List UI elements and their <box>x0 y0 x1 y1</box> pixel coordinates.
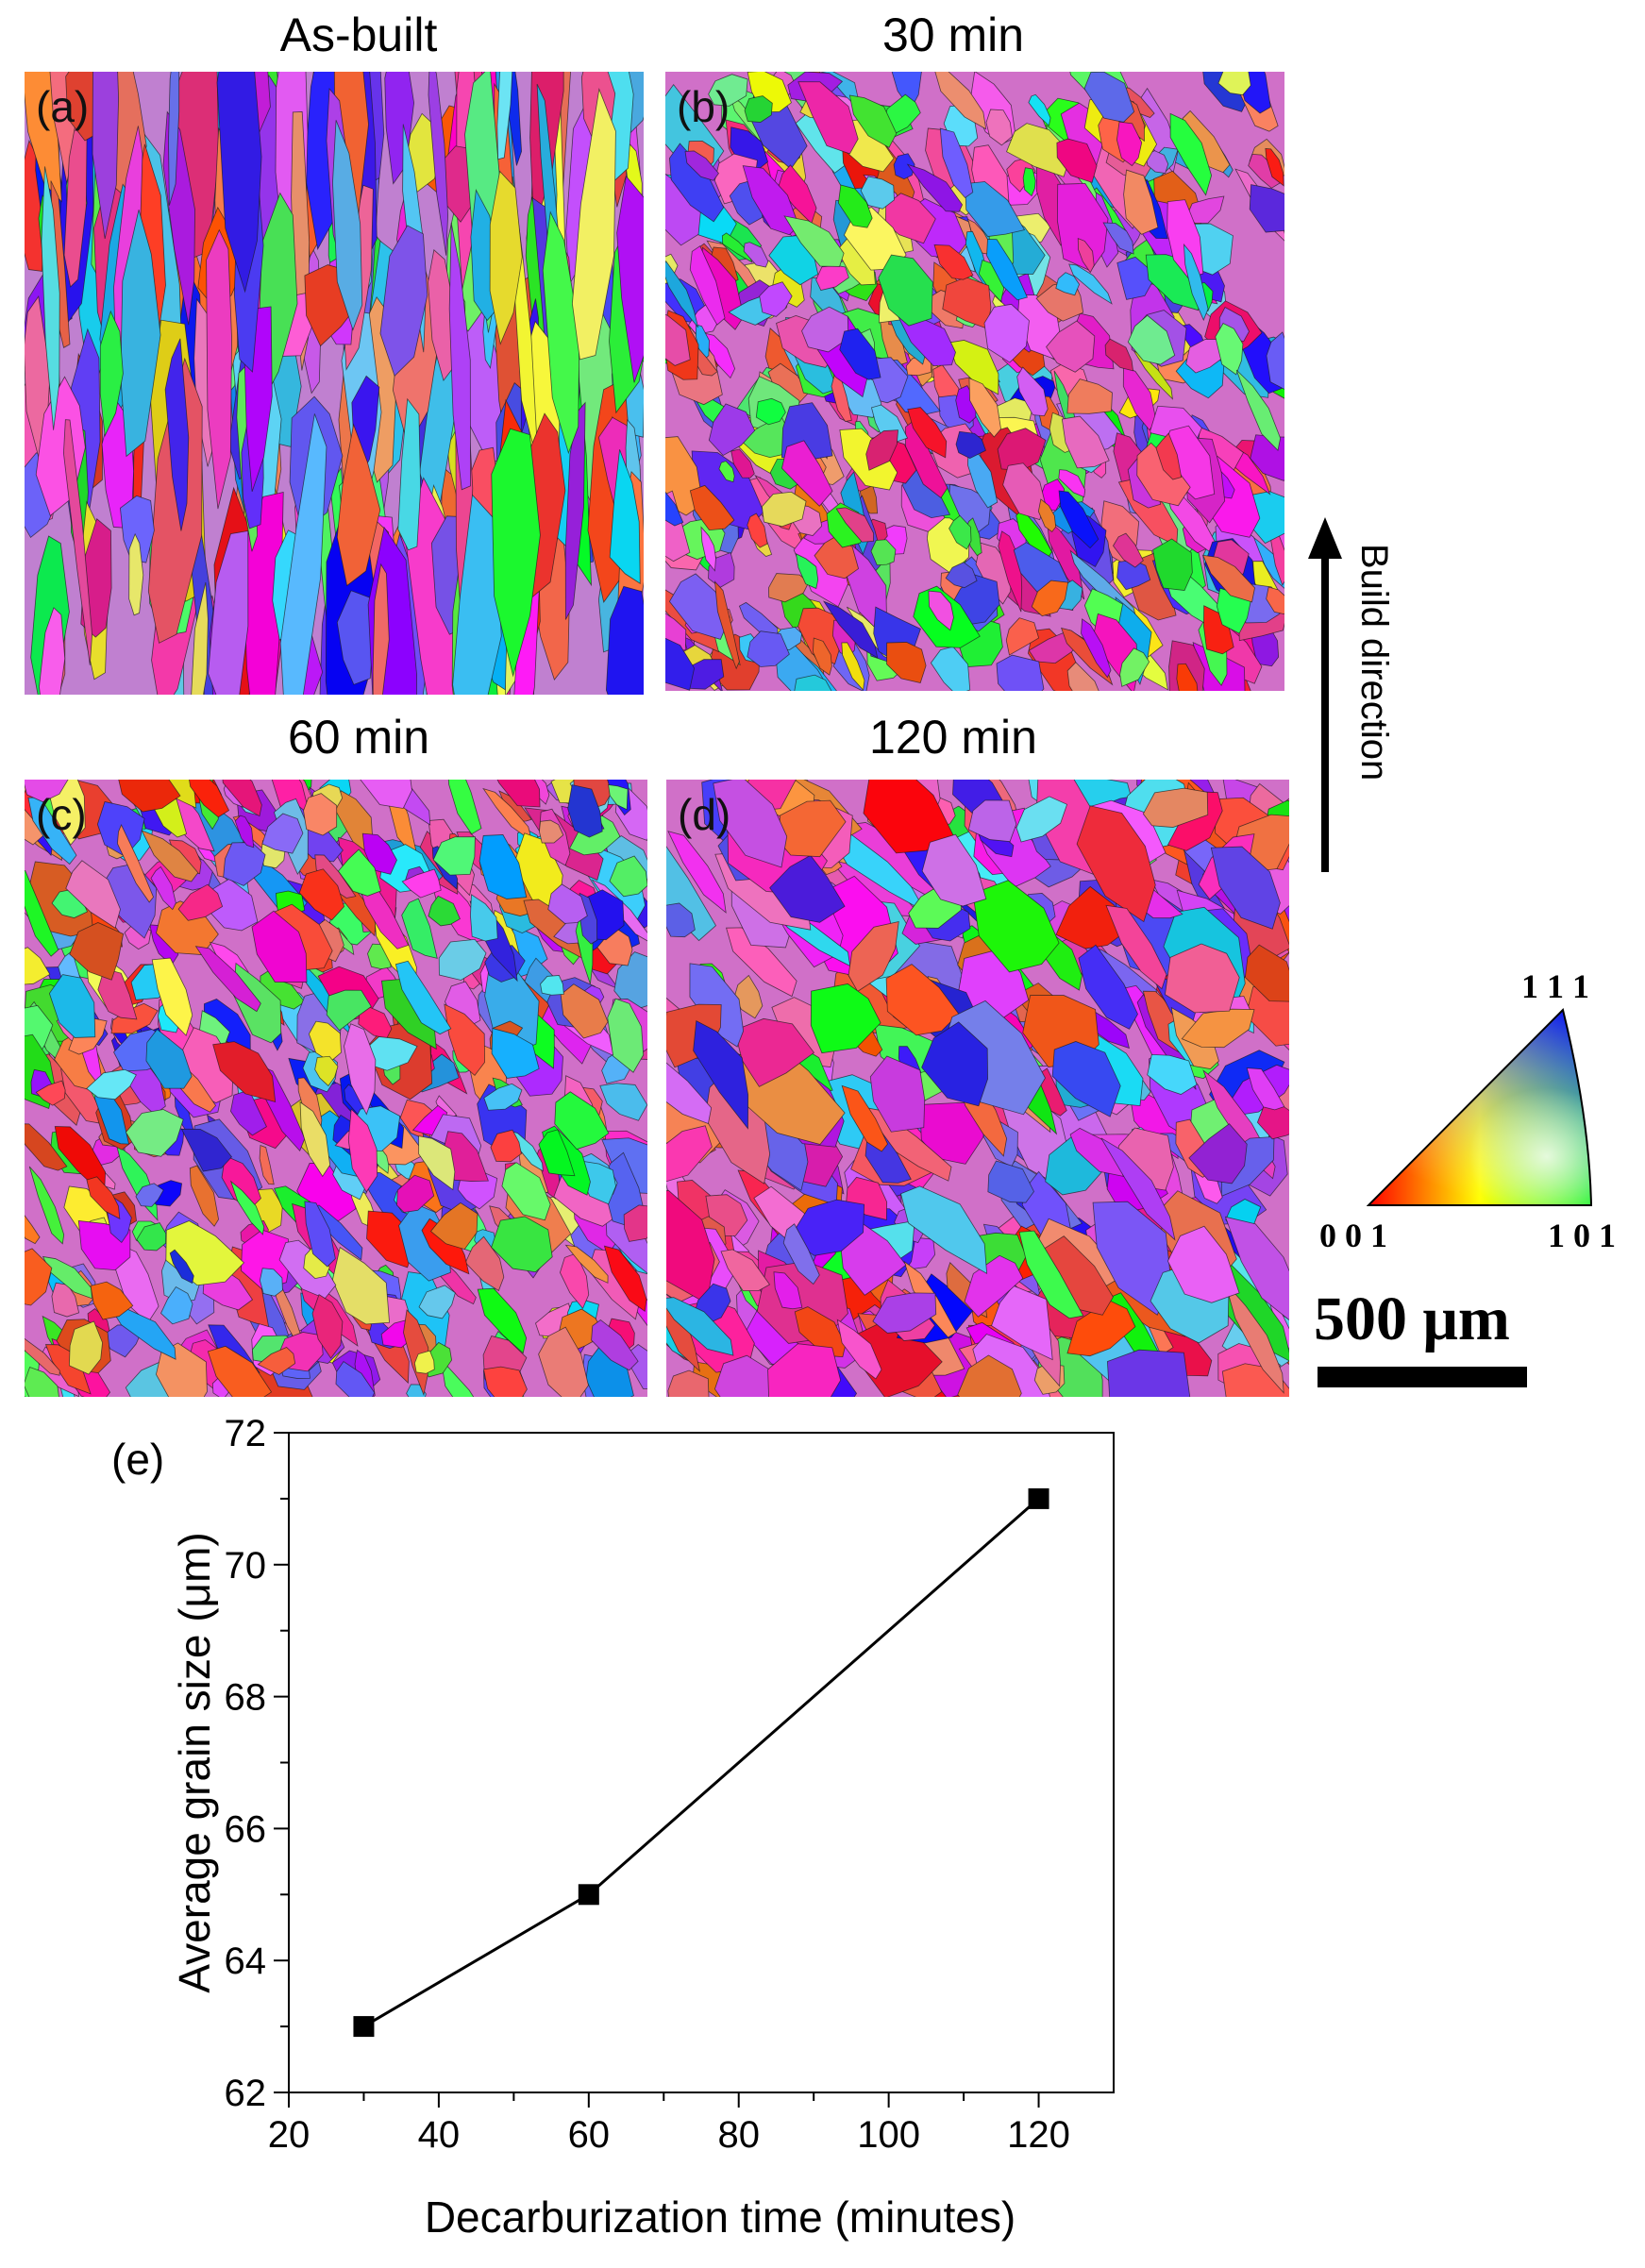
ipf-label-101: 1 0 1 <box>1548 1217 1616 1254</box>
y-tick-label: 68 <box>225 1677 267 1719</box>
data-point <box>578 1884 599 1906</box>
x-tick-label: 80 <box>717 2114 760 2156</box>
ebsd-grain-texture <box>25 72 644 695</box>
y-tick-label: 72 <box>225 1413 267 1454</box>
map-title-b: 30 min <box>881 8 1025 61</box>
scale-bar <box>1318 1367 1527 1387</box>
map-title-a: As-built <box>279 8 438 61</box>
panel-label-d: (d) <box>678 790 731 839</box>
map-title-d: 120 min <box>869 711 1037 764</box>
y-tick-label: 64 <box>225 1940 267 1982</box>
data-point <box>353 2016 375 2038</box>
map-title-c: 60 min <box>287 711 430 764</box>
ebsd-map-60-min: (c) <box>25 780 647 1397</box>
y-axis-label: Average grain size (μm) <box>170 1532 219 1992</box>
panel-label-e: (e) <box>111 1435 164 1484</box>
x-tick-label: 60 <box>568 2114 611 2156</box>
x-tick-label: 100 <box>857 2114 920 2156</box>
y-tick-label: 66 <box>225 1808 267 1850</box>
panel-label-a: (a) <box>36 82 90 131</box>
ipf-label-001: 0 0 1 <box>1319 1217 1387 1254</box>
ebsd-grain-texture <box>665 72 1284 691</box>
ipf-color-key <box>1367 1008 1593 1206</box>
ebsd-map-as-built: (a) <box>25 72 644 695</box>
panel-label-c: (c) <box>36 790 87 839</box>
x-tick-label: 40 <box>418 2114 461 2156</box>
data-point <box>1028 1487 1049 1509</box>
y-tick-label: 70 <box>225 1545 267 1587</box>
ebsd-grain-texture <box>666 780 1289 1397</box>
scale-bar-label: 500 μm <box>1314 1285 1510 1353</box>
ebsd-map-30-min: (b) <box>665 72 1284 691</box>
x-tick-label: 20 <box>268 2114 311 2156</box>
series-line <box>362 1497 1040 2028</box>
x-tick-label: 120 <box>1007 2114 1070 2156</box>
ebsd-grain-texture <box>25 780 647 1397</box>
ipf-label-111: 1 1 1 <box>1521 967 1589 1005</box>
grain-size-chart: 20 40 60 80 100 120 62 64 66 68 70 72 Decarburizatio… <box>111 1413 1115 2242</box>
panel-label-b: (b) <box>677 82 730 131</box>
y-tick-label: 62 <box>225 2073 267 2114</box>
build-direction-label: Build direction <box>1353 544 1395 781</box>
build-direction-arrow <box>1308 517 1342 872</box>
ebsd-map-120-min: (d) <box>666 780 1289 1397</box>
plot-frame <box>288 1432 1115 2093</box>
x-axis-label: Decarburization time (minutes) <box>425 2192 1016 2242</box>
